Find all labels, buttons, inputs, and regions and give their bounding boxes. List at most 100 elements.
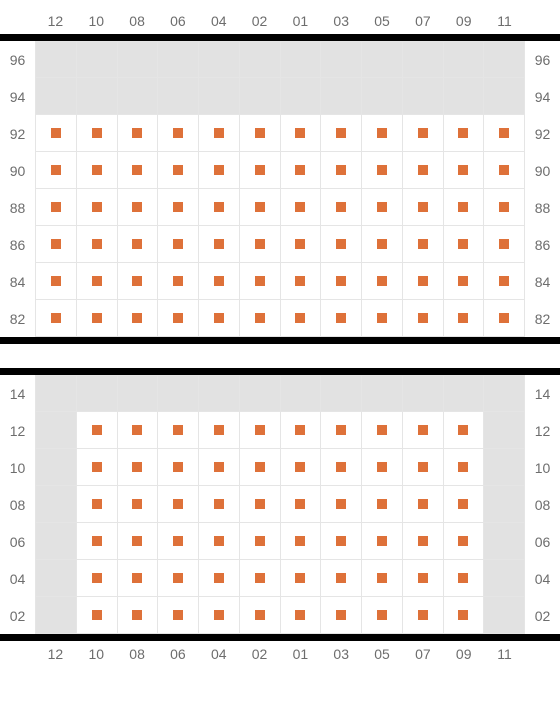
seat-cell[interactable] (484, 560, 525, 597)
seat-cell[interactable] (77, 486, 118, 523)
seat-cell[interactable] (199, 78, 240, 115)
seat-cell[interactable] (362, 226, 403, 263)
seat-cell[interactable] (403, 78, 444, 115)
seat-cell[interactable] (362, 78, 403, 115)
seat-cell[interactable] (281, 189, 322, 226)
seat-cell[interactable] (362, 597, 403, 634)
seat-cell[interactable] (321, 486, 362, 523)
seat-cell[interactable] (403, 375, 444, 412)
seat-cell[interactable] (362, 486, 403, 523)
seat-cell[interactable] (403, 263, 444, 300)
seat-cell[interactable] (403, 152, 444, 189)
seat-cell[interactable] (118, 152, 159, 189)
seat-cell[interactable] (444, 78, 485, 115)
seat-cell[interactable] (118, 41, 159, 78)
seat-cell[interactable] (77, 41, 118, 78)
seat-cell[interactable] (77, 560, 118, 597)
seat-cell[interactable] (444, 226, 485, 263)
seat-cell[interactable] (321, 300, 362, 337)
seat-cell[interactable] (362, 300, 403, 337)
seat-cell[interactable] (281, 263, 322, 300)
seat-cell[interactable] (158, 78, 199, 115)
seat-cell[interactable] (281, 560, 322, 597)
seat-cell[interactable] (158, 412, 199, 449)
seat-cell[interactable] (199, 115, 240, 152)
seat-cell[interactable] (403, 41, 444, 78)
seat-cell[interactable] (240, 152, 281, 189)
seat-cell[interactable] (36, 115, 77, 152)
seat-cell[interactable] (240, 486, 281, 523)
seat-cell[interactable] (484, 41, 525, 78)
seat-cell[interactable] (403, 226, 444, 263)
seat-cell[interactable] (199, 189, 240, 226)
seat-cell[interactable] (240, 78, 281, 115)
seat-cell[interactable] (77, 449, 118, 486)
seat-cell[interactable] (118, 412, 159, 449)
seat-cell[interactable] (77, 375, 118, 412)
seat-cell[interactable] (199, 560, 240, 597)
seat-cell[interactable] (36, 523, 77, 560)
seat-cell[interactable] (321, 152, 362, 189)
seat-cell[interactable] (199, 41, 240, 78)
seat-cell[interactable] (403, 189, 444, 226)
seat-cell[interactable] (118, 300, 159, 337)
seat-cell[interactable] (362, 560, 403, 597)
seat-cell[interactable] (281, 152, 322, 189)
seat-cell[interactable] (240, 523, 281, 560)
seat-cell[interactable] (77, 300, 118, 337)
seat-cell[interactable] (240, 597, 281, 634)
seat-cell[interactable] (321, 412, 362, 449)
seat-cell[interactable] (362, 115, 403, 152)
seat-cell[interactable] (403, 412, 444, 449)
seat-cell[interactable] (77, 412, 118, 449)
seat-cell[interactable] (36, 486, 77, 523)
seat-cell[interactable] (118, 78, 159, 115)
seat-cell[interactable] (36, 189, 77, 226)
seat-cell[interactable] (199, 449, 240, 486)
seat-cell[interactable] (158, 226, 199, 263)
seat-cell[interactable] (362, 263, 403, 300)
seat-cell[interactable] (321, 560, 362, 597)
seat-cell[interactable] (118, 115, 159, 152)
seat-cell[interactable] (77, 152, 118, 189)
seat-cell[interactable] (118, 189, 159, 226)
seat-cell[interactable] (444, 115, 485, 152)
seat-cell[interactable] (484, 189, 525, 226)
seat-cell[interactable] (118, 560, 159, 597)
seat-cell[interactable] (484, 412, 525, 449)
seat-cell[interactable] (199, 226, 240, 263)
seat-cell[interactable] (281, 226, 322, 263)
seat-cell[interactable] (484, 300, 525, 337)
seat-cell[interactable] (158, 115, 199, 152)
seat-cell[interactable] (158, 375, 199, 412)
seat-cell[interactable] (484, 375, 525, 412)
seat-cell[interactable] (484, 449, 525, 486)
seat-cell[interactable] (240, 226, 281, 263)
seat-cell[interactable] (36, 41, 77, 78)
seat-cell[interactable] (321, 78, 362, 115)
seat-cell[interactable] (158, 449, 199, 486)
seat-cell[interactable] (484, 152, 525, 189)
seat-cell[interactable] (362, 412, 403, 449)
seat-cell[interactable] (199, 486, 240, 523)
seat-cell[interactable] (36, 449, 77, 486)
seat-cell[interactable] (77, 263, 118, 300)
seat-cell[interactable] (158, 560, 199, 597)
seat-cell[interactable] (484, 78, 525, 115)
seat-cell[interactable] (240, 375, 281, 412)
seat-cell[interactable] (281, 78, 322, 115)
seat-cell[interactable] (118, 449, 159, 486)
seat-cell[interactable] (199, 300, 240, 337)
seat-cell[interactable] (403, 486, 444, 523)
seat-cell[interactable] (281, 449, 322, 486)
seat-cell[interactable] (118, 523, 159, 560)
seat-cell[interactable] (240, 449, 281, 486)
seat-cell[interactable] (77, 597, 118, 634)
seat-cell[interactable] (199, 597, 240, 634)
seat-cell[interactable] (444, 523, 485, 560)
seat-cell[interactable] (158, 263, 199, 300)
seat-cell[interactable] (36, 300, 77, 337)
seat-cell[interactable] (484, 523, 525, 560)
seat-cell[interactable] (444, 300, 485, 337)
seat-cell[interactable] (36, 375, 77, 412)
